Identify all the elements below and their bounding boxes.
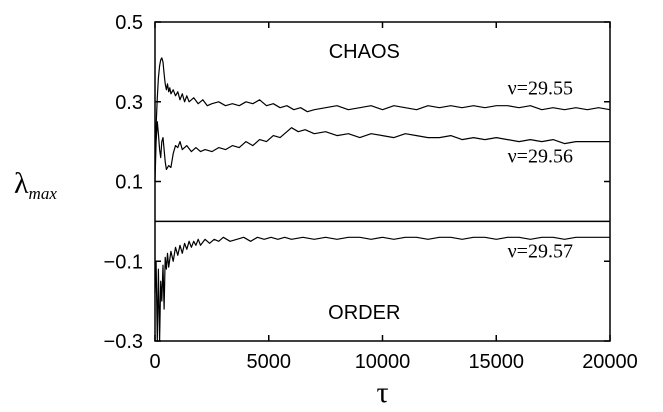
x-tick-label: 15000 <box>468 351 524 373</box>
series-label-1: ν=29.55 <box>508 78 573 100</box>
y-axis-ticks: −0.3 −0.1 0.1 0.3 0.5 <box>104 12 610 353</box>
x-tick-label: 0 <box>149 351 160 373</box>
x-tick-label: 5000 <box>247 351 292 373</box>
y-tick-label: 0.1 <box>115 172 143 194</box>
series-label-3: ν=29.57 <box>508 240 573 262</box>
series-line-1 <box>154 57 611 170</box>
x-tick-label: 10000 <box>355 351 411 373</box>
plot-frame <box>154 21 611 342</box>
x-axis-label: τ <box>376 376 388 409</box>
y-tick-label: 0.5 <box>115 12 143 34</box>
y-axis-label: λmax <box>14 167 57 203</box>
y-tick-label: 0.3 <box>115 92 143 114</box>
order-annotation: ORDER <box>328 302 400 324</box>
y-tick-label: −0.1 <box>104 251 143 273</box>
x-axis-ticks: 0 5000 10000 15000 20000 <box>149 22 638 373</box>
x-tick-label: 20000 <box>582 351 638 373</box>
series-line-3 <box>154 236 610 342</box>
series-group: ν=29.55 ν=29.56 ν=29.57 <box>154 57 611 342</box>
y-tick-label: −0.3 <box>104 331 143 353</box>
series-label-2: ν=29.56 <box>508 145 573 167</box>
series-line-2 <box>154 121 610 182</box>
chaos-annotation: CHAOS <box>329 41 400 63</box>
y-axis-label-main: λ <box>14 167 29 200</box>
y-axis-label-subscript: max <box>29 184 58 203</box>
